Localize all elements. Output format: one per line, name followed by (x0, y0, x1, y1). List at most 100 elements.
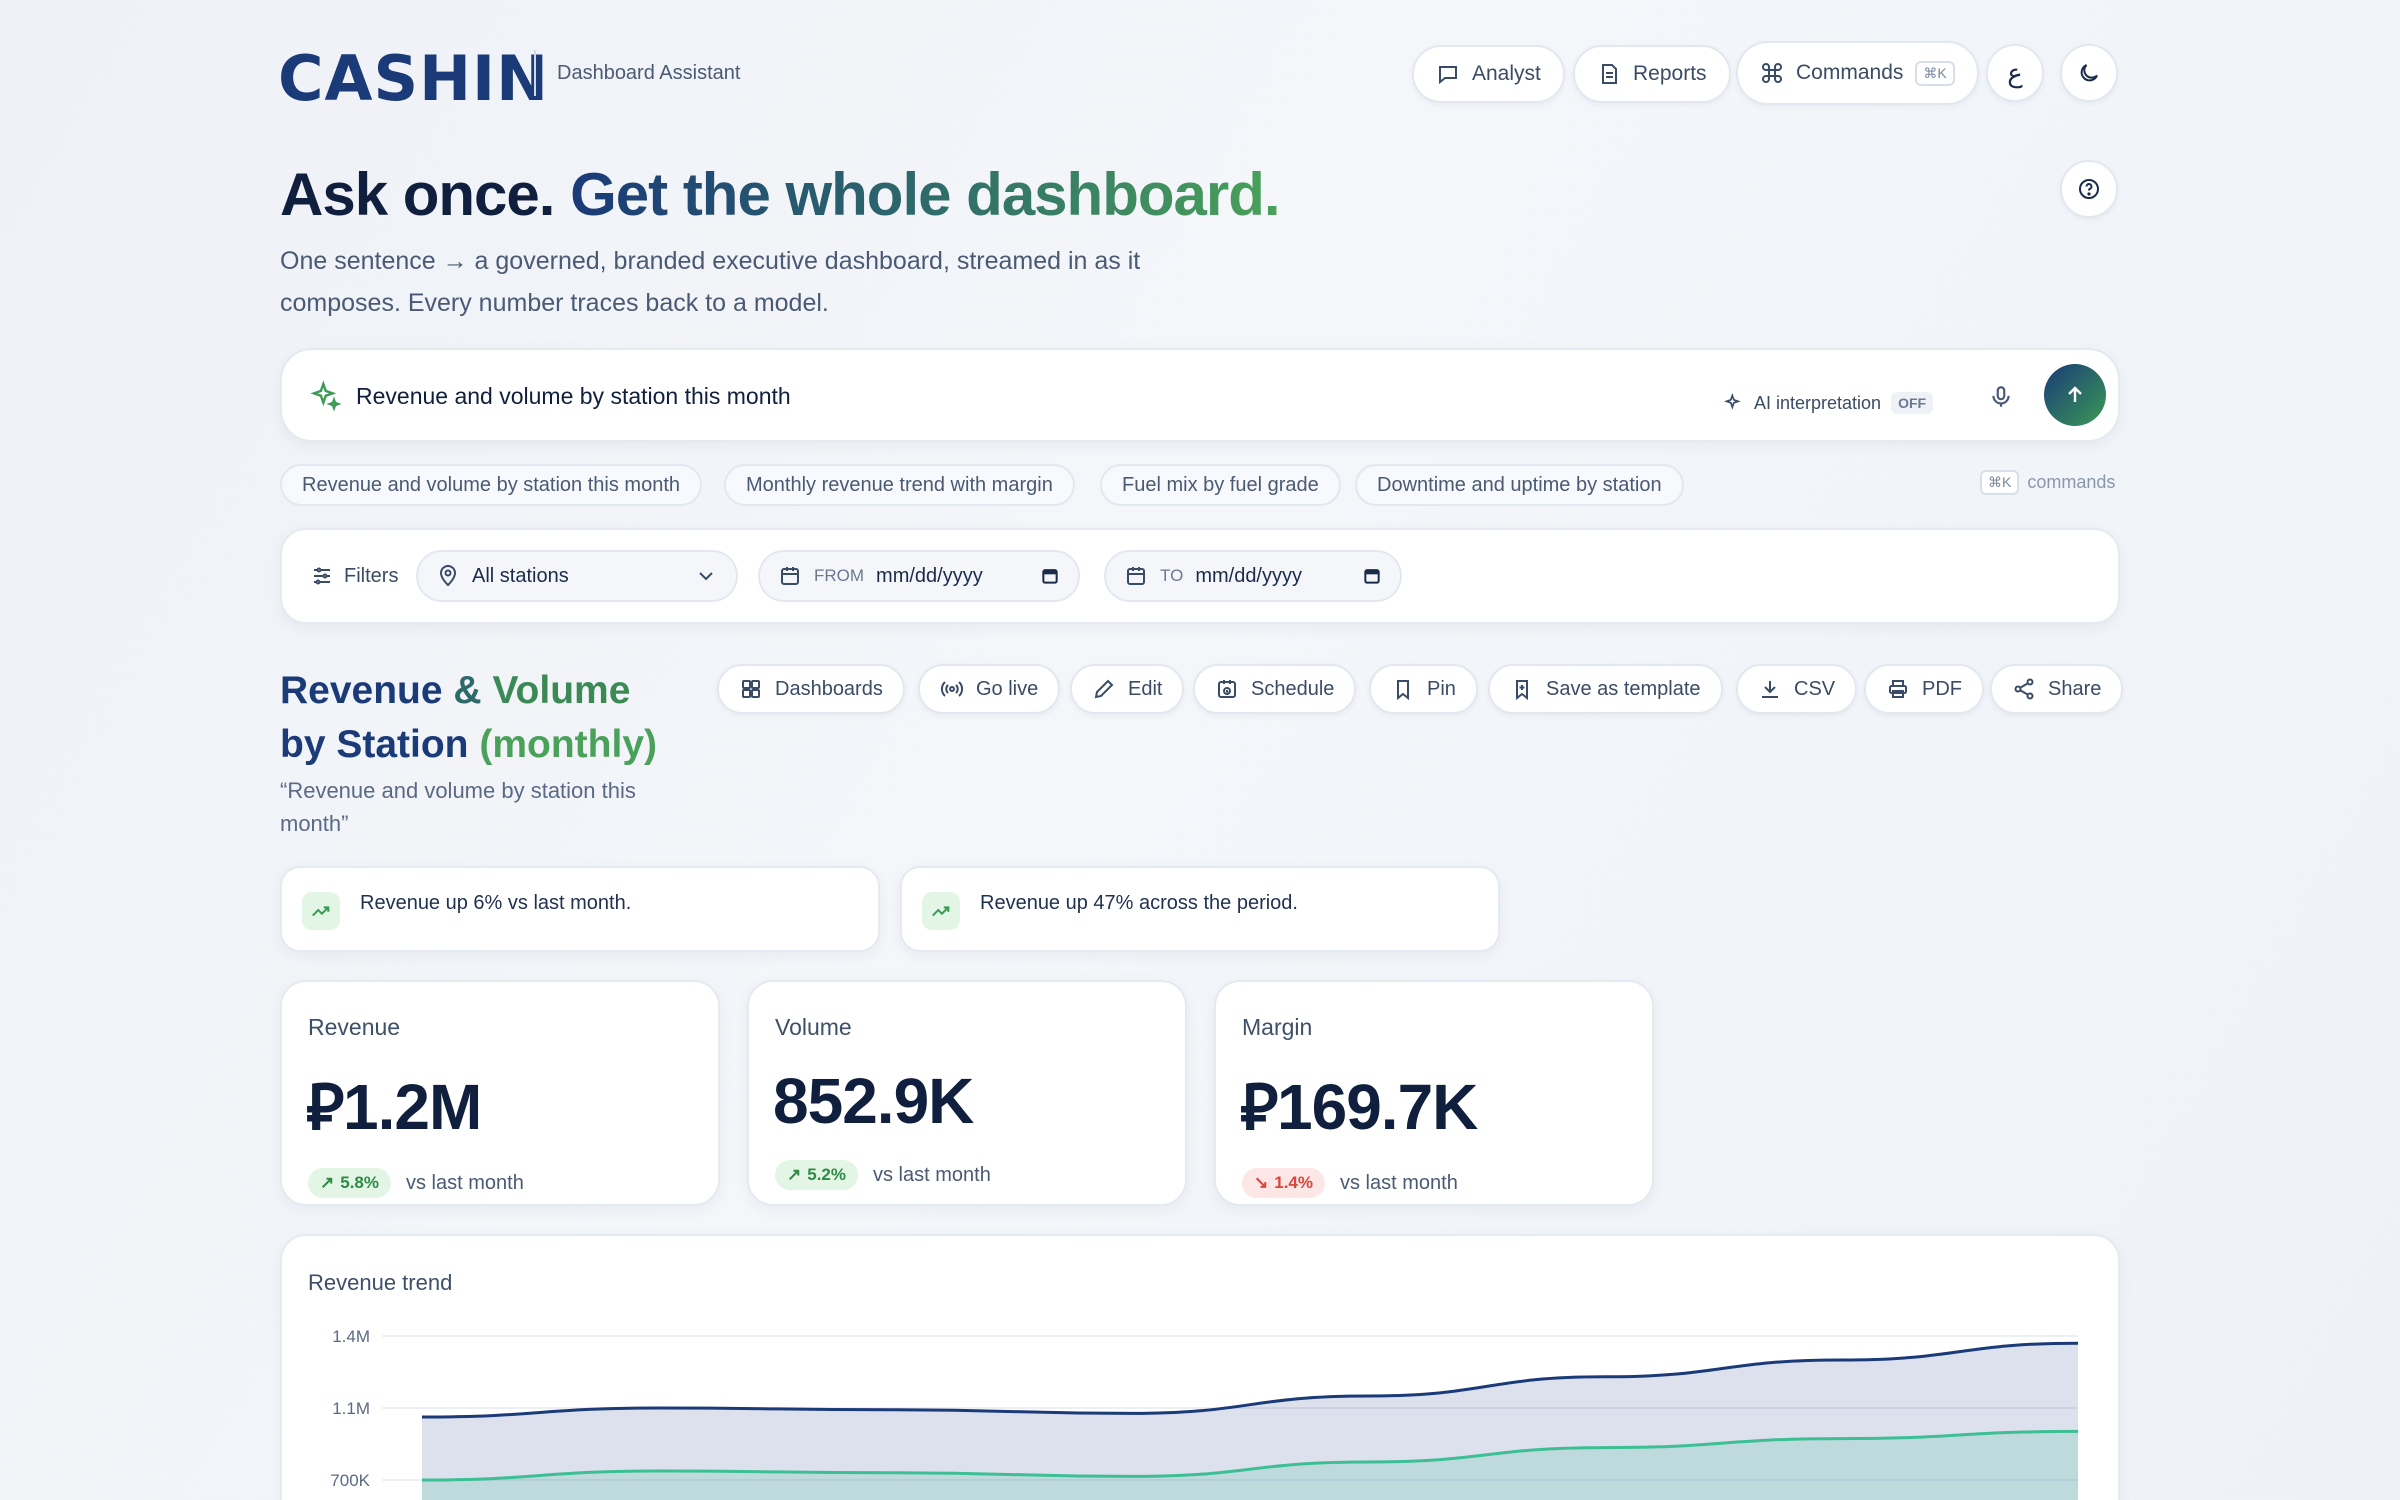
series-line (421, 1341, 2079, 1419)
pin-label: Pin (1427, 677, 1456, 700)
pdf-label: PDF (1922, 677, 1962, 700)
pdf-button[interactable]: PDF (1864, 664, 1984, 714)
arrow-up-right-icon: ↗ (787, 1165, 802, 1184)
insight-card: Revenue up 47% across the period. (900, 866, 1500, 952)
arrow-up-icon (2068, 386, 2082, 402)
series-area (422, 1343, 2078, 1500)
kpi-label: Revenue (308, 1014, 401, 1040)
nav-commands-label: Commands (1796, 61, 1904, 84)
nav-analyst-button[interactable]: Analyst (1412, 45, 1565, 103)
chart-title: Revenue trend (308, 1270, 453, 1295)
save-template-button[interactable]: Save as template (1488, 664, 1723, 714)
pencil-icon (1094, 679, 1114, 699)
trend-up-icon (302, 892, 340, 930)
dashboard-title-line2: by Station (monthly) (280, 718, 700, 772)
title-volume: Volume (492, 669, 631, 712)
title-monthly: (monthly) (479, 723, 657, 766)
suggestion-chip[interactable]: Fuel mix by fuel grade (1100, 464, 1341, 506)
kpi-label: Margin (1242, 1014, 1313, 1040)
filters-label-group: Filters (310, 564, 398, 588)
moon-icon (2080, 64, 2098, 82)
printer-icon (1889, 680, 1907, 698)
commands-shortcut: ⌘K (1915, 60, 1955, 86)
kpi-change-badge: ↗ 5.2% (775, 1160, 858, 1190)
calendar-icon (1127, 567, 1145, 585)
go-live-label: Go live (976, 677, 1039, 700)
ai-interpretation-toggle[interactable]: AI interpretation OFF (1724, 392, 1934, 414)
kpi-change-value: 5.2% (807, 1165, 846, 1184)
to-date-field[interactable]: TO mm/dd/yyyy (1104, 550, 1402, 602)
share-label: Share (2048, 677, 2102, 700)
station-select-value: All stations (472, 564, 569, 587)
kpi-card-margin: Margin ⃁169.7K ↘ 1.4% vs last month (1214, 980, 1654, 1206)
share-icon (2014, 678, 2034, 700)
pin-button[interactable]: Pin (1369, 664, 1478, 714)
sparkle-icon (310, 380, 342, 412)
hero-description: One sentence → a governed, branded execu… (280, 247, 1141, 317)
nav-commands-button[interactable]: Commands ⌘K (1736, 41, 1979, 105)
location-pin-icon (439, 565, 457, 587)
app-subtitle: Dashboard Assistant (557, 62, 741, 84)
kpi-value: ⃁1.2M (306, 1071, 482, 1143)
save-template-label: Save as template (1546, 677, 1701, 700)
language-button[interactable]: ع (1986, 44, 2044, 102)
schedule-button[interactable]: Schedule (1193, 664, 1357, 714)
dashboards-button[interactable]: Dashboards (717, 664, 905, 714)
edit-button[interactable]: Edit (1070, 664, 1185, 714)
edit-label: Edit (1128, 677, 1163, 700)
kpi-card-revenue: Revenue ⃁1.2M ↗ 5.8% vs last month (280, 980, 720, 1206)
kpi-value: 852.9K (773, 1065, 974, 1137)
title-amp: & (453, 669, 482, 712)
theme-toggle-button[interactable] (2060, 44, 2118, 102)
prompt-bar: AI interpretation OFF (280, 348, 2120, 442)
bookmark-plus-icon (1516, 680, 1528, 701)
kpi-card-volume: Volume 852.9K ↗ 5.2% vs last month (747, 980, 1187, 1206)
hero-title-part1: Ask once. (280, 161, 555, 228)
sliders-icon (314, 567, 330, 585)
calendar-picker-icon[interactable] (1040, 566, 1060, 586)
prompt-input[interactable] (356, 374, 1356, 418)
chevron-down-icon (699, 572, 713, 581)
kpi-change-badge: ↗ 5.8% (308, 1168, 391, 1198)
share-button[interactable]: Share (1990, 664, 2124, 714)
nav-reports-button[interactable]: Reports (1573, 45, 1731, 103)
csv-label: CSV (1794, 677, 1836, 700)
language-glyph: ع (2007, 57, 2023, 88)
kpi-change-badge: ↘ 1.4% (1242, 1168, 1325, 1198)
nav-reports-label: Reports (1633, 62, 1707, 85)
insight-text: Revenue up 47% across the period. (980, 892, 1298, 914)
dashboards-label: Dashboards (775, 677, 883, 700)
csv-button[interactable]: CSV (1736, 664, 1858, 714)
dashboard-query-quote: “Revenue and volume by station this mont… (280, 778, 636, 836)
calendar-clock-icon (1218, 680, 1236, 698)
broadcast-icon (940, 681, 964, 697)
y-tick-label: 1.4M (332, 1327, 370, 1346)
dashboard-title-line1: Revenue & Volume (280, 664, 700, 718)
calendar-icon (781, 567, 799, 585)
commands-hint-shortcut: ⌘K (1980, 470, 2020, 495)
arrow-down-right-icon: ↘ (1254, 1173, 1269, 1192)
title-by-station: by Station (280, 723, 469, 766)
station-select[interactable]: All stations (416, 550, 738, 602)
suggestion-chip[interactable]: Revenue and volume by station this month (280, 464, 702, 506)
submit-button[interactable] (2044, 364, 2106, 426)
chat-icon (1439, 66, 1457, 85)
suggestion-chip[interactable]: Monthly revenue trend with margin (724, 464, 1075, 506)
kpi-comparison: vs last month (873, 1164, 991, 1186)
logo: CASHIN (278, 42, 549, 115)
help-icon (2079, 179, 2099, 199)
help-button[interactable] (2060, 160, 2118, 218)
command-icon (1762, 63, 1782, 83)
kpi-comparison: vs last month (406, 1172, 524, 1194)
grid-icon (742, 680, 760, 698)
from-date-value: mm/dd/yyyy (876, 564, 983, 587)
nav-analyst-label: Analyst (1472, 62, 1541, 85)
commands-hint-label: commands (2027, 472, 2116, 492)
suggestion-chip[interactable]: Downtime and uptime by station (1355, 464, 1684, 506)
microphone-icon[interactable] (1988, 384, 2014, 410)
kpi-label: Volume (775, 1014, 852, 1040)
calendar-picker-icon[interactable] (1362, 566, 1382, 586)
go-live-button[interactable]: Go live (918, 664, 1061, 714)
from-date-field[interactable]: FROM mm/dd/yyyy (758, 550, 1080, 602)
y-tick-label: 1.1M (332, 1399, 370, 1418)
